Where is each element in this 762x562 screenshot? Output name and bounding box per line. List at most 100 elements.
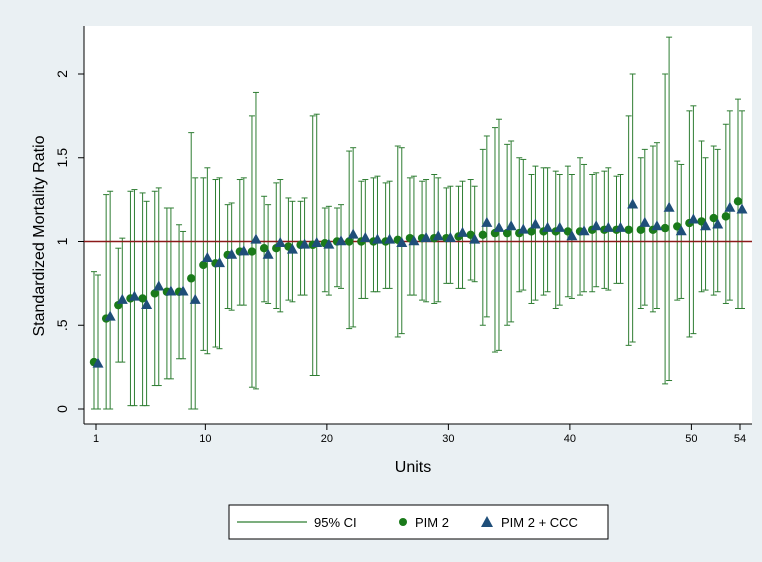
pim2-ccc-point: [712, 218, 724, 229]
pim2-ccc-point: [286, 243, 298, 254]
pim2-ccc-point: [578, 225, 590, 236]
pim2-point: [247, 247, 257, 256]
pim2-ccc-point: [505, 220, 517, 231]
pim2-ccc-point: [724, 201, 736, 212]
pim2-point: [709, 213, 718, 223]
pim2-ccc-point: [274, 236, 286, 247]
pim2-ccc-point: [347, 228, 359, 239]
x-axis-label: Units: [395, 459, 431, 476]
pim2-ccc-point: [201, 252, 213, 263]
pim2-point: [150, 289, 159, 298]
pim2-ccc-point: [590, 220, 602, 231]
pim2-point: [697, 217, 706, 226]
pim2-ccc-point: [554, 221, 566, 232]
legend-pim2-label: PIM 2: [415, 515, 449, 530]
pim2-point: [733, 197, 743, 206]
y-tick-label: 1: [54, 237, 70, 245]
pim2-ccc-point: [420, 231, 432, 242]
pim2-ccc-point: [517, 223, 529, 234]
pim2-ccc-point: [104, 310, 116, 321]
pim2-ccc-point: [700, 220, 712, 231]
pim2-ccc-point: [92, 357, 104, 368]
legend-pim2-marker: [399, 518, 407, 526]
x-tick-label: 54: [734, 433, 746, 445]
y-tick-label: 2: [54, 70, 70, 78]
pim2-ccc-point: [481, 216, 493, 227]
pim2-point: [138, 294, 147, 303]
pim2-ccc-point: [639, 216, 651, 227]
pim2-point: [259, 244, 269, 253]
pim2-ccc-point: [432, 230, 444, 241]
legend-ci-label: 95% CI: [314, 515, 357, 530]
pim2-ccc-point: [177, 285, 189, 296]
pim2-ccc-point: [566, 230, 578, 241]
pim2-ccc-point: [323, 238, 335, 249]
legend-pim2-ccc-marker: [481, 516, 493, 527]
x-ticks: 1 10 20 30 40 50 54: [93, 424, 746, 445]
markers: [89, 197, 748, 368]
x-tick-label: 20: [321, 433, 333, 445]
pim2-ccc-point: [529, 218, 541, 229]
axes: [83, 26, 752, 425]
x-tick-label: 50: [685, 433, 697, 445]
pim2-ccc-point: [165, 285, 177, 296]
y-tick-label: .5: [54, 319, 70, 331]
pim2-ccc-point: [214, 257, 226, 268]
pim2-point: [466, 230, 475, 239]
pim2-ccc-point: [311, 236, 323, 247]
pim2-ccc-point: [687, 213, 699, 224]
pim2-point: [502, 228, 512, 238]
plot-background: [84, 26, 752, 424]
pim2-ccc-point: [128, 290, 140, 301]
pim2-point: [673, 222, 682, 231]
pim2-ccc-point: [408, 235, 420, 246]
x-tick-label: 40: [564, 433, 576, 445]
pim2-point: [527, 227, 536, 236]
pim2-ccc-point: [542, 221, 554, 232]
pim2-ccc-point: [627, 198, 639, 209]
legend-pim2-ccc-label: PIM 2 + CCC: [501, 515, 578, 530]
pim2-point: [660, 223, 670, 233]
pim2-ccc-point: [469, 233, 481, 244]
pim2-ccc-point: [602, 221, 614, 232]
y-tick-label: 1.5: [54, 148, 70, 168]
pim2-ccc-point: [675, 225, 687, 236]
pim2-ccc-point: [457, 226, 469, 237]
pim2-ccc-point: [116, 293, 128, 304]
pim2-ccc-point: [299, 238, 311, 249]
pim2-ccc-point: [444, 231, 456, 242]
pim2-point: [199, 260, 208, 270]
pim2-ccc-point: [651, 220, 663, 231]
pim2-ccc-point: [250, 233, 262, 244]
pim2-point: [636, 225, 645, 234]
pim2-point: [721, 212, 731, 221]
pim2-point: [344, 237, 354, 246]
pim2-ccc-point: [493, 221, 505, 232]
pim2-ccc-point: [238, 245, 250, 256]
pim2-ccc-point: [736, 203, 748, 214]
x-tick-label: 10: [199, 433, 211, 445]
pim2-ccc-point: [226, 248, 238, 259]
pim2-point: [624, 225, 633, 234]
pim2-ccc-point: [141, 298, 153, 309]
pim2-ccc-point: [153, 280, 165, 291]
y-tick-label: 0: [54, 405, 70, 413]
pim2-ccc-point: [335, 235, 347, 246]
y-ticks: 0 .5 1 1.5 2: [54, 70, 84, 413]
pim2-ccc-point: [396, 236, 408, 247]
pim2-ccc-point: [384, 233, 396, 244]
pim2-point: [563, 227, 573, 236]
pim2-ccc-point: [262, 248, 274, 259]
pim2-ccc-point: [663, 201, 675, 212]
x-tick-label: 30: [442, 433, 454, 445]
x-tick-label: 1: [93, 433, 99, 445]
pim2-ccc-point: [371, 233, 383, 244]
pim2-ccc-point: [189, 293, 201, 304]
pim2-ccc-point: [359, 231, 371, 242]
pim2-point: [187, 274, 196, 283]
legend: 95% CI PIM 2 PIM 2 + CCC: [228, 504, 609, 540]
pim2-point: [478, 230, 488, 239]
pim2-ccc-point: [614, 221, 626, 232]
y-axis-label: Standardized Mortality Ratio: [31, 135, 48, 336]
